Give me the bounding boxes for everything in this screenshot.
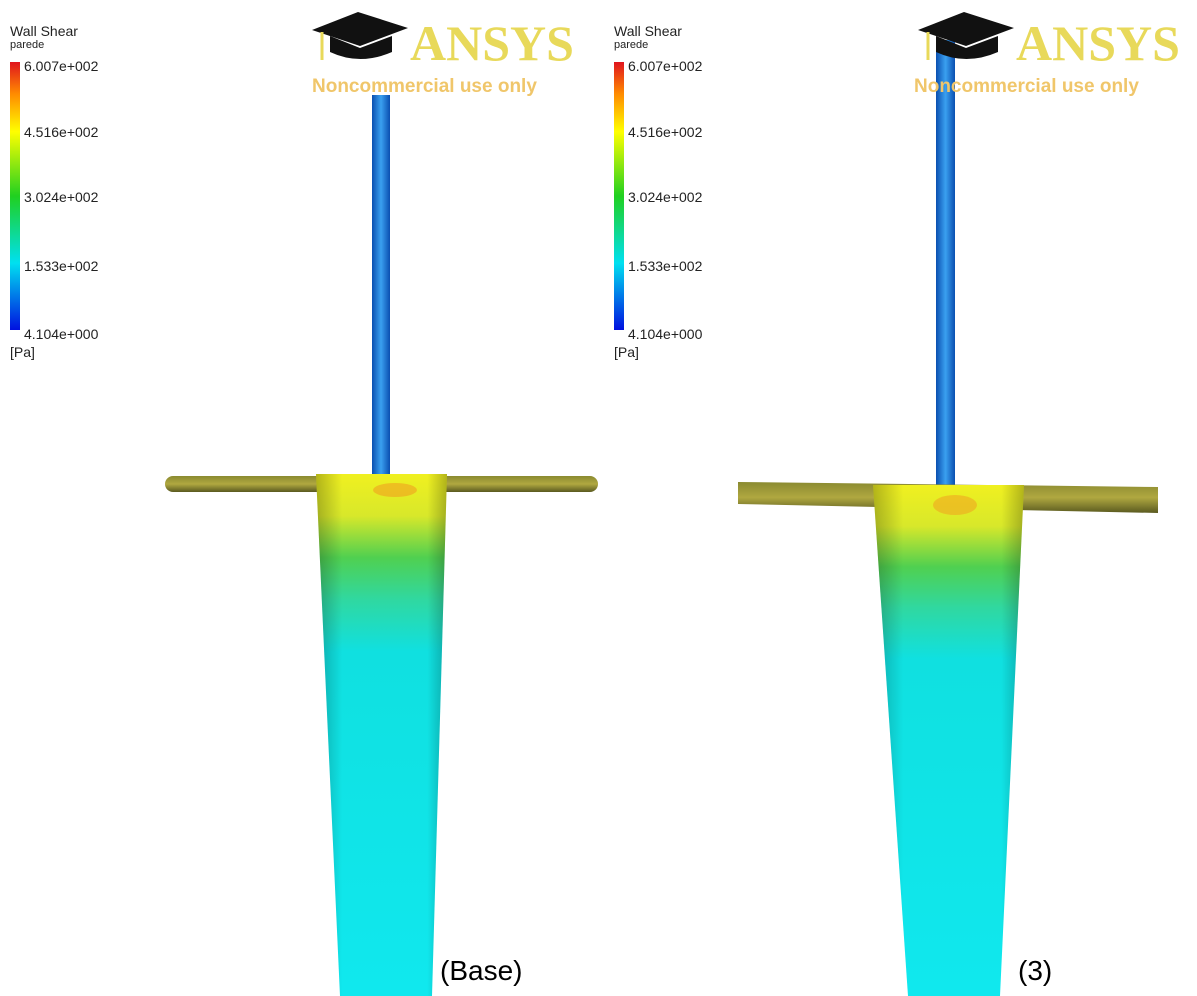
color-bar <box>10 62 20 330</box>
legend-label: 4.104e+000 <box>628 326 703 342</box>
model-base <box>165 95 598 996</box>
legend-label: 1.533e+002 <box>628 258 703 274</box>
figure: Wall Shear parede 6.007e+002 4.516e+002 … <box>0 0 1197 996</box>
logo: ANSYS <box>312 12 574 71</box>
legend-title: Wall Shear <box>614 23 682 39</box>
brand: ANSYS <box>410 15 574 71</box>
legend-title: Wall Shear <box>10 23 78 39</box>
watermark-notice: Noncommercial use only <box>312 76 537 97</box>
model-3 <box>738 40 1158 996</box>
brand: ANSYS <box>1016 15 1180 71</box>
legend-unit: [Pa] <box>10 344 35 360</box>
legend-label: 4.104e+000 <box>24 326 99 342</box>
caption: (3) <box>1018 955 1052 986</box>
legend-label: 6.007e+002 <box>628 58 703 74</box>
legend-label: 4.516e+002 <box>24 124 99 140</box>
legend-label: 3.024e+002 <box>24 189 99 205</box>
panel: Wall Shear parede 6.007e+002 4.516e+002 … <box>10 12 574 986</box>
legend-subtitle: parede <box>614 39 648 51</box>
color-bar <box>614 62 624 330</box>
logo: ANSYS <box>918 12 1180 71</box>
legend-unit: [Pa] <box>614 344 639 360</box>
watermark-notice: Noncommercial use only <box>914 76 1139 97</box>
legend-label: 1.533e+002 <box>24 258 99 274</box>
legend-subtitle: parede <box>10 39 44 51</box>
legend-label: 6.007e+002 <box>24 58 99 74</box>
legend-label: 4.516e+002 <box>628 124 703 140</box>
caption: (Base) <box>440 955 522 986</box>
legend-label: 3.024e+002 <box>628 189 703 205</box>
